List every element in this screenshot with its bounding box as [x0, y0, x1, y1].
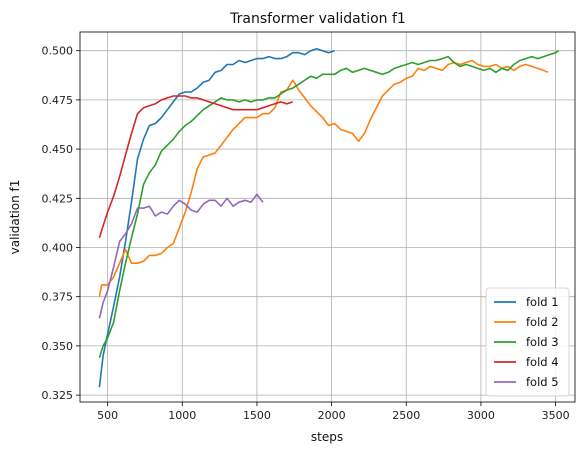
- x-tick-label: 2000: [318, 409, 346, 422]
- y-tick-label: 0.450: [42, 143, 74, 156]
- legend-label: fold 3: [526, 335, 559, 349]
- series-line-fold-4: [98, 95, 294, 238]
- legend-label: fold 5: [526, 375, 559, 389]
- x-axis-label: steps: [311, 430, 343, 444]
- x-tick-label: 2500: [392, 409, 420, 422]
- series-line-fold-2: [98, 59, 549, 297]
- y-tick-label: 0.375: [42, 291, 74, 304]
- y-tick-label: 0.325: [42, 389, 74, 402]
- grid: [80, 32, 575, 402]
- chart-title: Transformer validation f1: [229, 11, 406, 27]
- y-tick-label: 0.400: [42, 242, 74, 255]
- x-axis: 500 1000 1500 2000 2500 3000 3500: [97, 402, 570, 422]
- y-tick-label: 0.500: [42, 45, 74, 58]
- series-layer: [98, 47, 560, 388]
- y-axis: 0.325 0.350 0.375 0.400 0.425 0.450 0.475 0.500: [42, 45, 80, 402]
- y-axis-label: validation f1: [8, 180, 22, 255]
- legend-label: fold 4: [526, 355, 559, 369]
- series-line-fold-3: [98, 50, 560, 358]
- legend-label: fold 2: [526, 315, 559, 329]
- legend-label: fold 1: [526, 295, 559, 309]
- x-tick-label: 3000: [467, 409, 495, 422]
- x-tick-label: 500: [97, 409, 118, 422]
- y-tick-label: 0.425: [42, 192, 74, 205]
- x-tick-label: 3500: [542, 409, 570, 422]
- legend: fold 1 fold 2 fold 3 fold 4 fold 5: [485, 287, 570, 397]
- x-tick-label: 1000: [168, 409, 196, 422]
- plot-frame: [79, 31, 576, 403]
- legend-box: [485, 287, 570, 397]
- series-line-fold-5: [98, 193, 264, 319]
- y-tick-label: 0.350: [42, 340, 74, 353]
- y-tick-label: 0.475: [42, 94, 74, 107]
- series-line-fold-1: [98, 47, 335, 388]
- x-tick-label: 1500: [243, 409, 271, 422]
